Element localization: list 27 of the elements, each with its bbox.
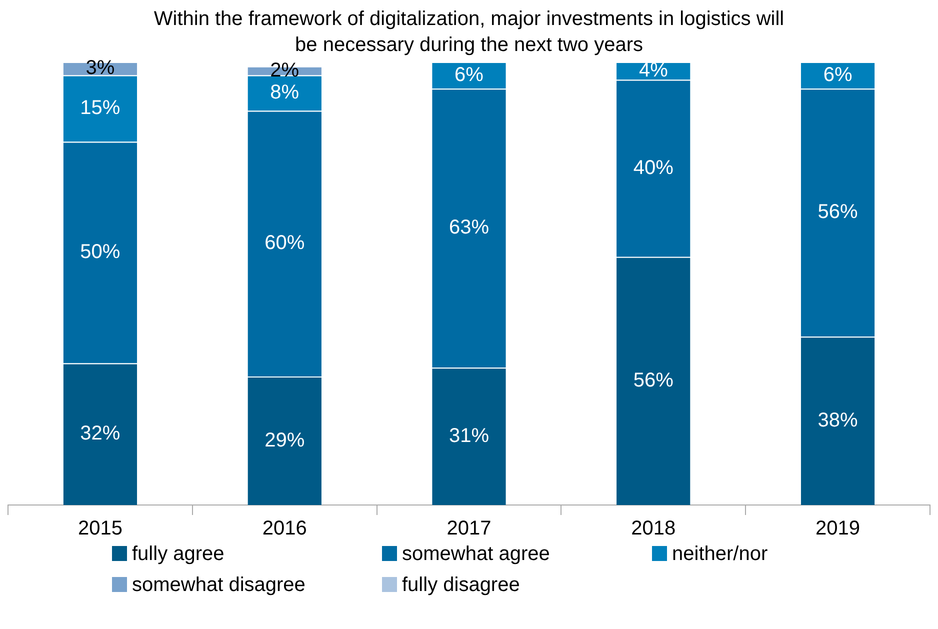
data-label: 50% — [80, 241, 120, 264]
data-label: 38% — [818, 409, 858, 432]
data-label: 40% — [633, 156, 674, 179]
data-label: 6% — [454, 64, 484, 86]
data-label: 56% — [633, 369, 674, 392]
data-label: 6% — [823, 64, 852, 86]
x-tick-label: 2016 — [262, 518, 307, 540]
data-label: 32% — [80, 422, 120, 445]
x-tick-label: 2017 — [446, 518, 492, 540]
legend-label: somewhat agree — [401, 543, 551, 566]
data-label: 60% — [264, 232, 305, 254]
data-label: 15% — [80, 97, 120, 120]
data-label: 63% — [448, 216, 490, 239]
data-label: 29% — [264, 429, 305, 452]
chart-title: Within the framework of digitalization, major investments in logistics will be necessary during the next two years — [152, 7, 786, 58]
legend-label: somewhat disagree — [131, 574, 306, 597]
data-label: 4% — [638, 59, 668, 82]
data-label: 8% — [270, 82, 300, 104]
x-tick-label: 2018 — [631, 518, 676, 540]
legend-label: fully disagree — [401, 574, 521, 597]
x-tick-label: 2019 — [816, 518, 860, 540]
data-label: 56% — [818, 201, 858, 224]
data-label: 3% — [86, 57, 115, 80]
data-label: 31% — [448, 424, 490, 447]
x-tick-label: 2015 — [78, 518, 122, 540]
legend-label: neither/nor — [671, 543, 769, 566]
legend-label: fully agree — [131, 543, 226, 566]
